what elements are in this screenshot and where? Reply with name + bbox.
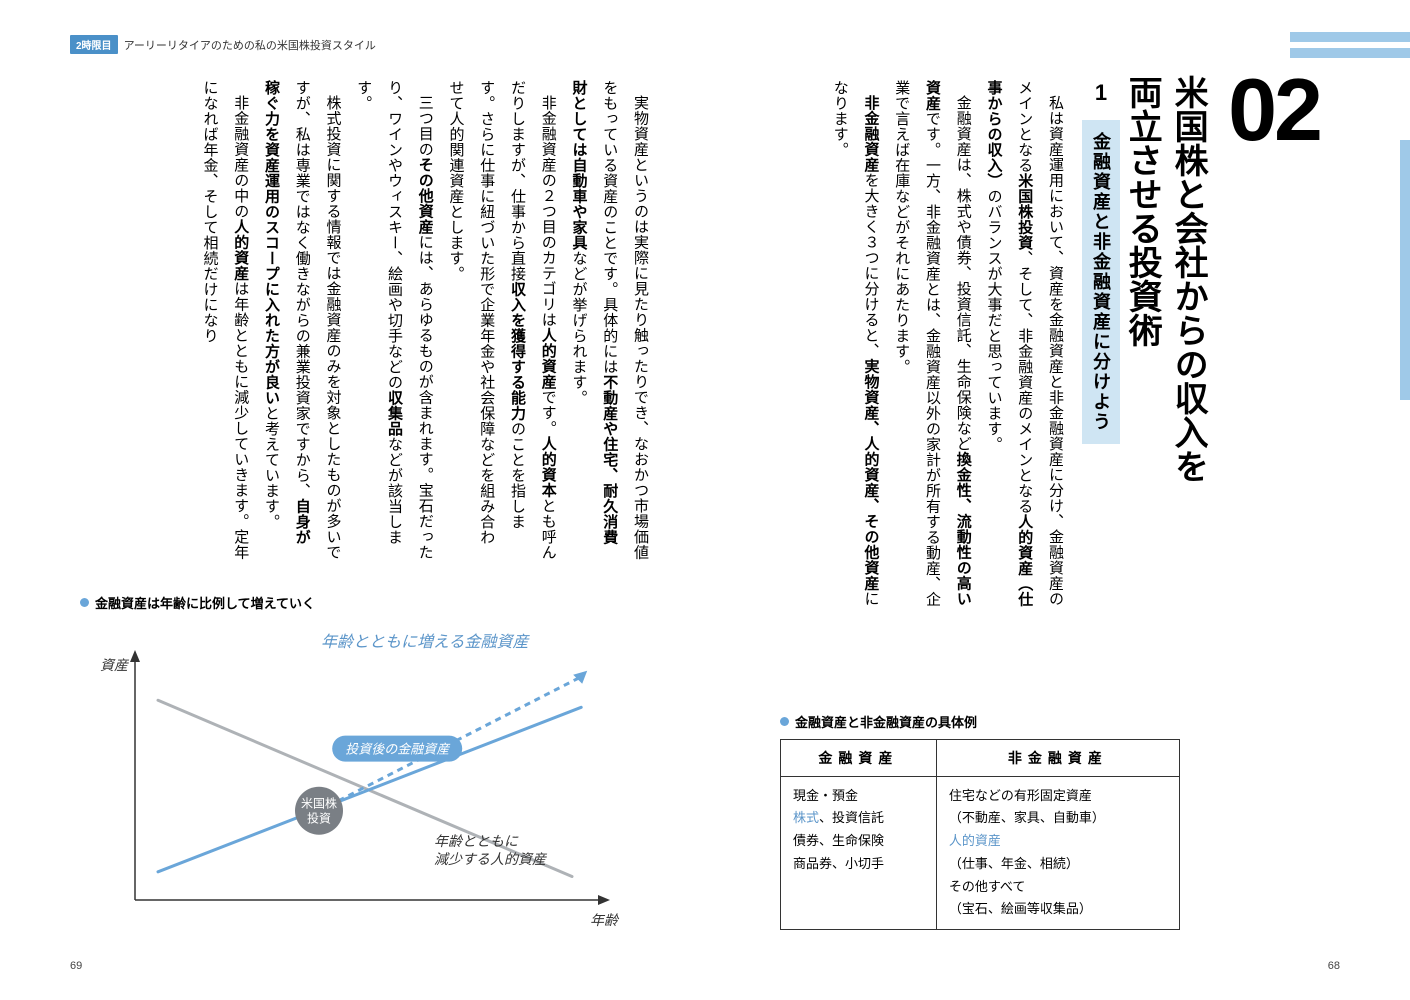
- svg-text:年齢: 年齢: [590, 913, 620, 929]
- chapter-heading: 米国株と会社からの収入を 両立させる投資術 02: [1118, 75, 1320, 483]
- svg-text:年齢とともに: 年齢とともに: [434, 834, 519, 850]
- chapter-number: 02: [1228, 75, 1320, 145]
- page-number: 69: [70, 960, 82, 972]
- asset-table-block: 金融資産と非金融資産の具体例 金融資産 非金融資産 現金・預金株式、投資信託債券…: [780, 712, 1180, 931]
- table-caption-text: 金融資産と非金融資産の具体例: [795, 712, 977, 731]
- section-title: 金融資産と非金融資産に分けよう: [1082, 120, 1120, 444]
- chapter-title-line1: 米国株と会社からの収入を: [1169, 75, 1207, 483]
- section-number: 1: [1095, 80, 1107, 106]
- table-caption: 金融資産と非金融資産の具体例: [780, 712, 1180, 731]
- running-header: 2時限目 アーリーリタイアのための私の米国株投資スタイル: [70, 35, 376, 54]
- svg-text:年齢とともに増える金融資産: 年齢とともに増える金融資産: [321, 633, 531, 651]
- svg-text:米国株: 米国株: [301, 796, 337, 811]
- chart-caption: 金融資産は年齢に比例して増えていく: [80, 593, 620, 612]
- chapter-title-line2: 両立させる投資術: [1123, 75, 1161, 347]
- table-header-left: 金融資産: [781, 739, 937, 776]
- table-header-right: 非金融資産: [936, 739, 1179, 776]
- section-heading: 1 金融資産と非金融資産に分けよう: [1082, 80, 1120, 444]
- svg-text:投資: 投資: [307, 811, 331, 826]
- bullet-icon: [780, 717, 789, 726]
- body-text-right: 私は資産運用において、資産を金融資産と非金融資産に分け、金融資産のメインとなる米…: [824, 80, 1070, 610]
- svg-text:資産: 資産: [100, 658, 130, 674]
- running-badge: 2時限目: [70, 35, 118, 54]
- bullet-icon: [80, 598, 89, 607]
- accent-bar-side: [1400, 140, 1410, 400]
- accent-bar-top: [1290, 32, 1410, 42]
- chapter-title: 米国株と会社からの収入を 両立させる投資術: [1118, 75, 1210, 483]
- svg-text:減少する人的資産: 減少する人的資産: [434, 852, 548, 868]
- page-number: 68: [1328, 960, 1340, 972]
- body-text-left: 実物資産というのは実際に見たり触ったりでき、なおかつ市場価値をもっている資産のこ…: [194, 80, 655, 560]
- chart-caption-text: 金融資産は年齢に比例して増えていく: [95, 593, 315, 612]
- table-right-cell: 住宅などの有形固定資産（不動産、家具、自動車）人的資産（仕事、年金、相続）その他…: [936, 776, 1179, 930]
- asset-table: 金融資産 非金融資産 現金・預金株式、投資信託債券、生命保険商品券、小切手 住宅…: [780, 739, 1180, 931]
- accent-bar-top-2: [1290, 48, 1410, 58]
- table-left-cell: 現金・預金株式、投資信託債券、生命保険商品券、小切手: [781, 776, 937, 930]
- growth-chart-block: 金融資産は年齢に比例して増えていく 米国株投資 投資後の金融資産 年齢とともに増える…: [80, 593, 620, 945]
- svg-text:投資後の金融資産: 投資後の金融資産: [345, 742, 451, 757]
- growth-chart: 米国株投資 投資後の金融資産 年齢とともに増える金融資産年齢とともに減少する人的資産…: [80, 620, 620, 940]
- running-text: アーリーリタイアのための私の米国株投資スタイル: [124, 37, 376, 53]
